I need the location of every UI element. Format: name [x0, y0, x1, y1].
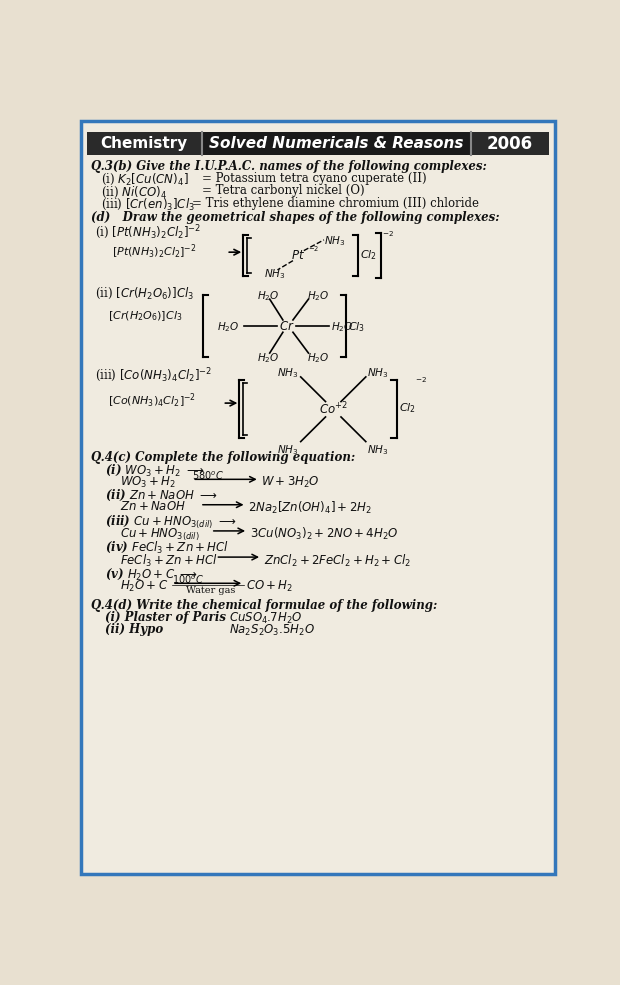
Text: $H_2O + C$: $H_2O + C$	[120, 578, 169, 594]
Text: $Cr$: $Cr$	[279, 319, 294, 333]
Text: $Cl_2$: $Cl_2$	[360, 248, 376, 262]
Text: $^{-2}$: $^{-2}$	[415, 378, 427, 387]
Text: Q.4(d) Write the chemical formulae of the following:: Q.4(d) Write the chemical formulae of th…	[92, 599, 438, 612]
Text: (ii) Hypo: (ii) Hypo	[105, 624, 163, 636]
Text: $W + 3H_2O$: $W + 3H_2O$	[261, 475, 320, 490]
Text: $H_2O$: $H_2O$	[257, 351, 280, 364]
Text: $Co^{+2}$: $Co^{+2}$	[319, 401, 348, 418]
Text: Q.4(c) Complete the following equation:: Q.4(c) Complete the following equation:	[92, 451, 356, 464]
Text: $ZnCl_2 + 2FeCl_2 + H_2 + Cl_2$: $ZnCl_2 + 2FeCl_2 + H_2 + Cl_2$	[264, 553, 410, 568]
Bar	[471, 132, 549, 156]
Text: $\left[Pt(NH_3)_2Cl_2\right]^{-2}$: $\left[Pt(NH_3)_2Cl_2\right]^{-2}$	[112, 243, 197, 261]
Text: $3Cu(NO_3)_2 + 2NO + 4H_2O$: $3Cu(NO_3)_2 + 2NO + 4H_2O$	[249, 526, 398, 543]
Text: $H_2O$: $H_2O$	[307, 351, 329, 364]
Text: (i) $K_2\left[Cu(CN)_4\right]$: (i) $K_2\left[Cu(CN)_4\right]$	[100, 172, 188, 187]
Text: $NH_3$: $NH_3$	[367, 443, 389, 457]
Text: Chemistry: Chemistry	[100, 136, 188, 151]
Text: $H_2O$: $H_2O$	[217, 320, 239, 334]
Text: $NH_3$: $NH_3$	[367, 366, 389, 380]
Text: (iii) $\left[Co(NH_3)_4Cl_2\right]^{-2}$: (iii) $\left[Co(NH_3)_4Cl_2\right]^{-2}$	[94, 366, 212, 384]
Text: Q.3(b) Give the I.U.P.A.C. names of the following complexes:: Q.3(b) Give the I.U.P.A.C. names of the …	[92, 160, 487, 172]
Text: $Cl_3$: $Cl_3$	[348, 320, 365, 334]
Bar	[87, 132, 202, 156]
Text: $\left[Co(NH_3)_4Cl_2\right]^{-2}$: $\left[Co(NH_3)_4Cl_2\right]^{-2}$	[108, 392, 197, 410]
Text: $\left[Cr(H_2O_6)\right]Cl_3$: $\left[Cr(H_2O_6)\right]Cl_3$	[108, 309, 183, 323]
Text: $NH_3$: $NH_3$	[278, 366, 299, 380]
Text: $2Na_2\left[Zn(OH)_4\right] + 2H_2$: $2Na_2\left[Zn(OH)_4\right] + 2H_2$	[248, 500, 372, 516]
Text: (iii) $Cu + HNO_{3(dil)}$ $\longrightarrow$: (iii) $Cu + HNO_{3(dil)}$ $\longrightarr…	[105, 514, 237, 531]
Text: $NH_3$: $NH_3$	[278, 443, 299, 457]
Text: $WO_3 + H_2$: $WO_3 + H_2$	[120, 475, 176, 490]
FancyBboxPatch shape	[81, 121, 555, 874]
Text: $580^oC$: $580^oC$	[192, 469, 224, 482]
Text: Solved Numericals & Reasons: Solved Numericals & Reasons	[209, 136, 464, 151]
Text: $100^oC$: $100^oC$	[172, 573, 204, 586]
Text: $CO + H_2$: $CO + H_2$	[246, 578, 293, 594]
Text: (i) $WO_3 + H_2$ $\longrightarrow$: (i) $WO_3 + H_2$ $\longrightarrow$	[105, 462, 204, 478]
Text: (iii) $\left[Cr(en)_3\right]Cl_3$: (iii) $\left[Cr(en)_3\right]Cl_3$	[100, 197, 195, 212]
Text: $H_2O$: $H_2O$	[307, 290, 329, 303]
Text: $Cu + HNO_{3(dil)}$: $Cu + HNO_{3(dil)}$	[120, 526, 200, 543]
Text: (i) Plaster of Paris: (i) Plaster of Paris	[105, 611, 226, 624]
Text: = Tetra carbonyl nickel (O): = Tetra carbonyl nickel (O)	[202, 184, 364, 197]
Text: $Pt$: $Pt$	[291, 249, 306, 262]
Text: (ii) $Ni(CO)_4$: (ii) $Ni(CO)_4$	[100, 184, 167, 200]
Text: (d)   Draw the geometrical shapes of the following complexes:: (d) Draw the geometrical shapes of the f…	[92, 211, 500, 224]
Bar	[87, 132, 549, 156]
Bar	[202, 132, 471, 156]
Text: $^{-2}$: $^{-2}$	[308, 247, 319, 256]
Text: = Tris ethylene diamine chromium (III) chloride: = Tris ethylene diamine chromium (III) c…	[192, 197, 479, 210]
Text: $Zn + NaOH$: $Zn + NaOH$	[120, 500, 186, 513]
Text: $Cl_2$: $Cl_2$	[399, 402, 416, 416]
Text: = Potassium tetra cyano cuperate (II): = Potassium tetra cyano cuperate (II)	[202, 172, 426, 185]
Text: $H_2O$: $H_2O$	[331, 320, 353, 334]
Text: $NH_3$: $NH_3$	[324, 233, 345, 247]
Text: $CuSO_4. 7H_2O$: $CuSO_4. 7H_2O$	[229, 611, 302, 626]
Text: $Na_2S_2O_3. 5H_2O$: $Na_2S_2O_3. 5H_2O$	[229, 624, 314, 638]
Text: $FeCl_3 + Zn + HCl$: $FeCl_3 + Zn + HCl$	[120, 553, 218, 568]
Text: 2006: 2006	[487, 135, 533, 153]
Text: (ii) $\left[Cr(H_2O_6)\right]Cl_3$: (ii) $\left[Cr(H_2O_6)\right]Cl_3$	[94, 286, 193, 301]
Text: $H_2O$: $H_2O$	[257, 290, 280, 303]
Text: (i) $\left[Pt(NH_3)_2Cl_2\right]^{-2}$: (i) $\left[Pt(NH_3)_2Cl_2\right]^{-2}$	[94, 223, 201, 240]
Text: $^{-2}$: $^{-2}$	[382, 232, 394, 241]
Text: Water gas: Water gas	[186, 586, 236, 595]
Text: (ii) $Zn + NaOH$ $\longrightarrow$: (ii) $Zn + NaOH$ $\longrightarrow$	[105, 488, 218, 503]
Text: $NH_3$: $NH_3$	[264, 267, 285, 281]
Text: (v) $H_2O + C$ $\longrightarrow$: (v) $H_2O + C$ $\longrightarrow$	[105, 566, 198, 581]
Text: (iv) $FeCl_3 + Zn + HCl$: (iv) $FeCl_3 + Zn + HCl$	[105, 540, 229, 556]
